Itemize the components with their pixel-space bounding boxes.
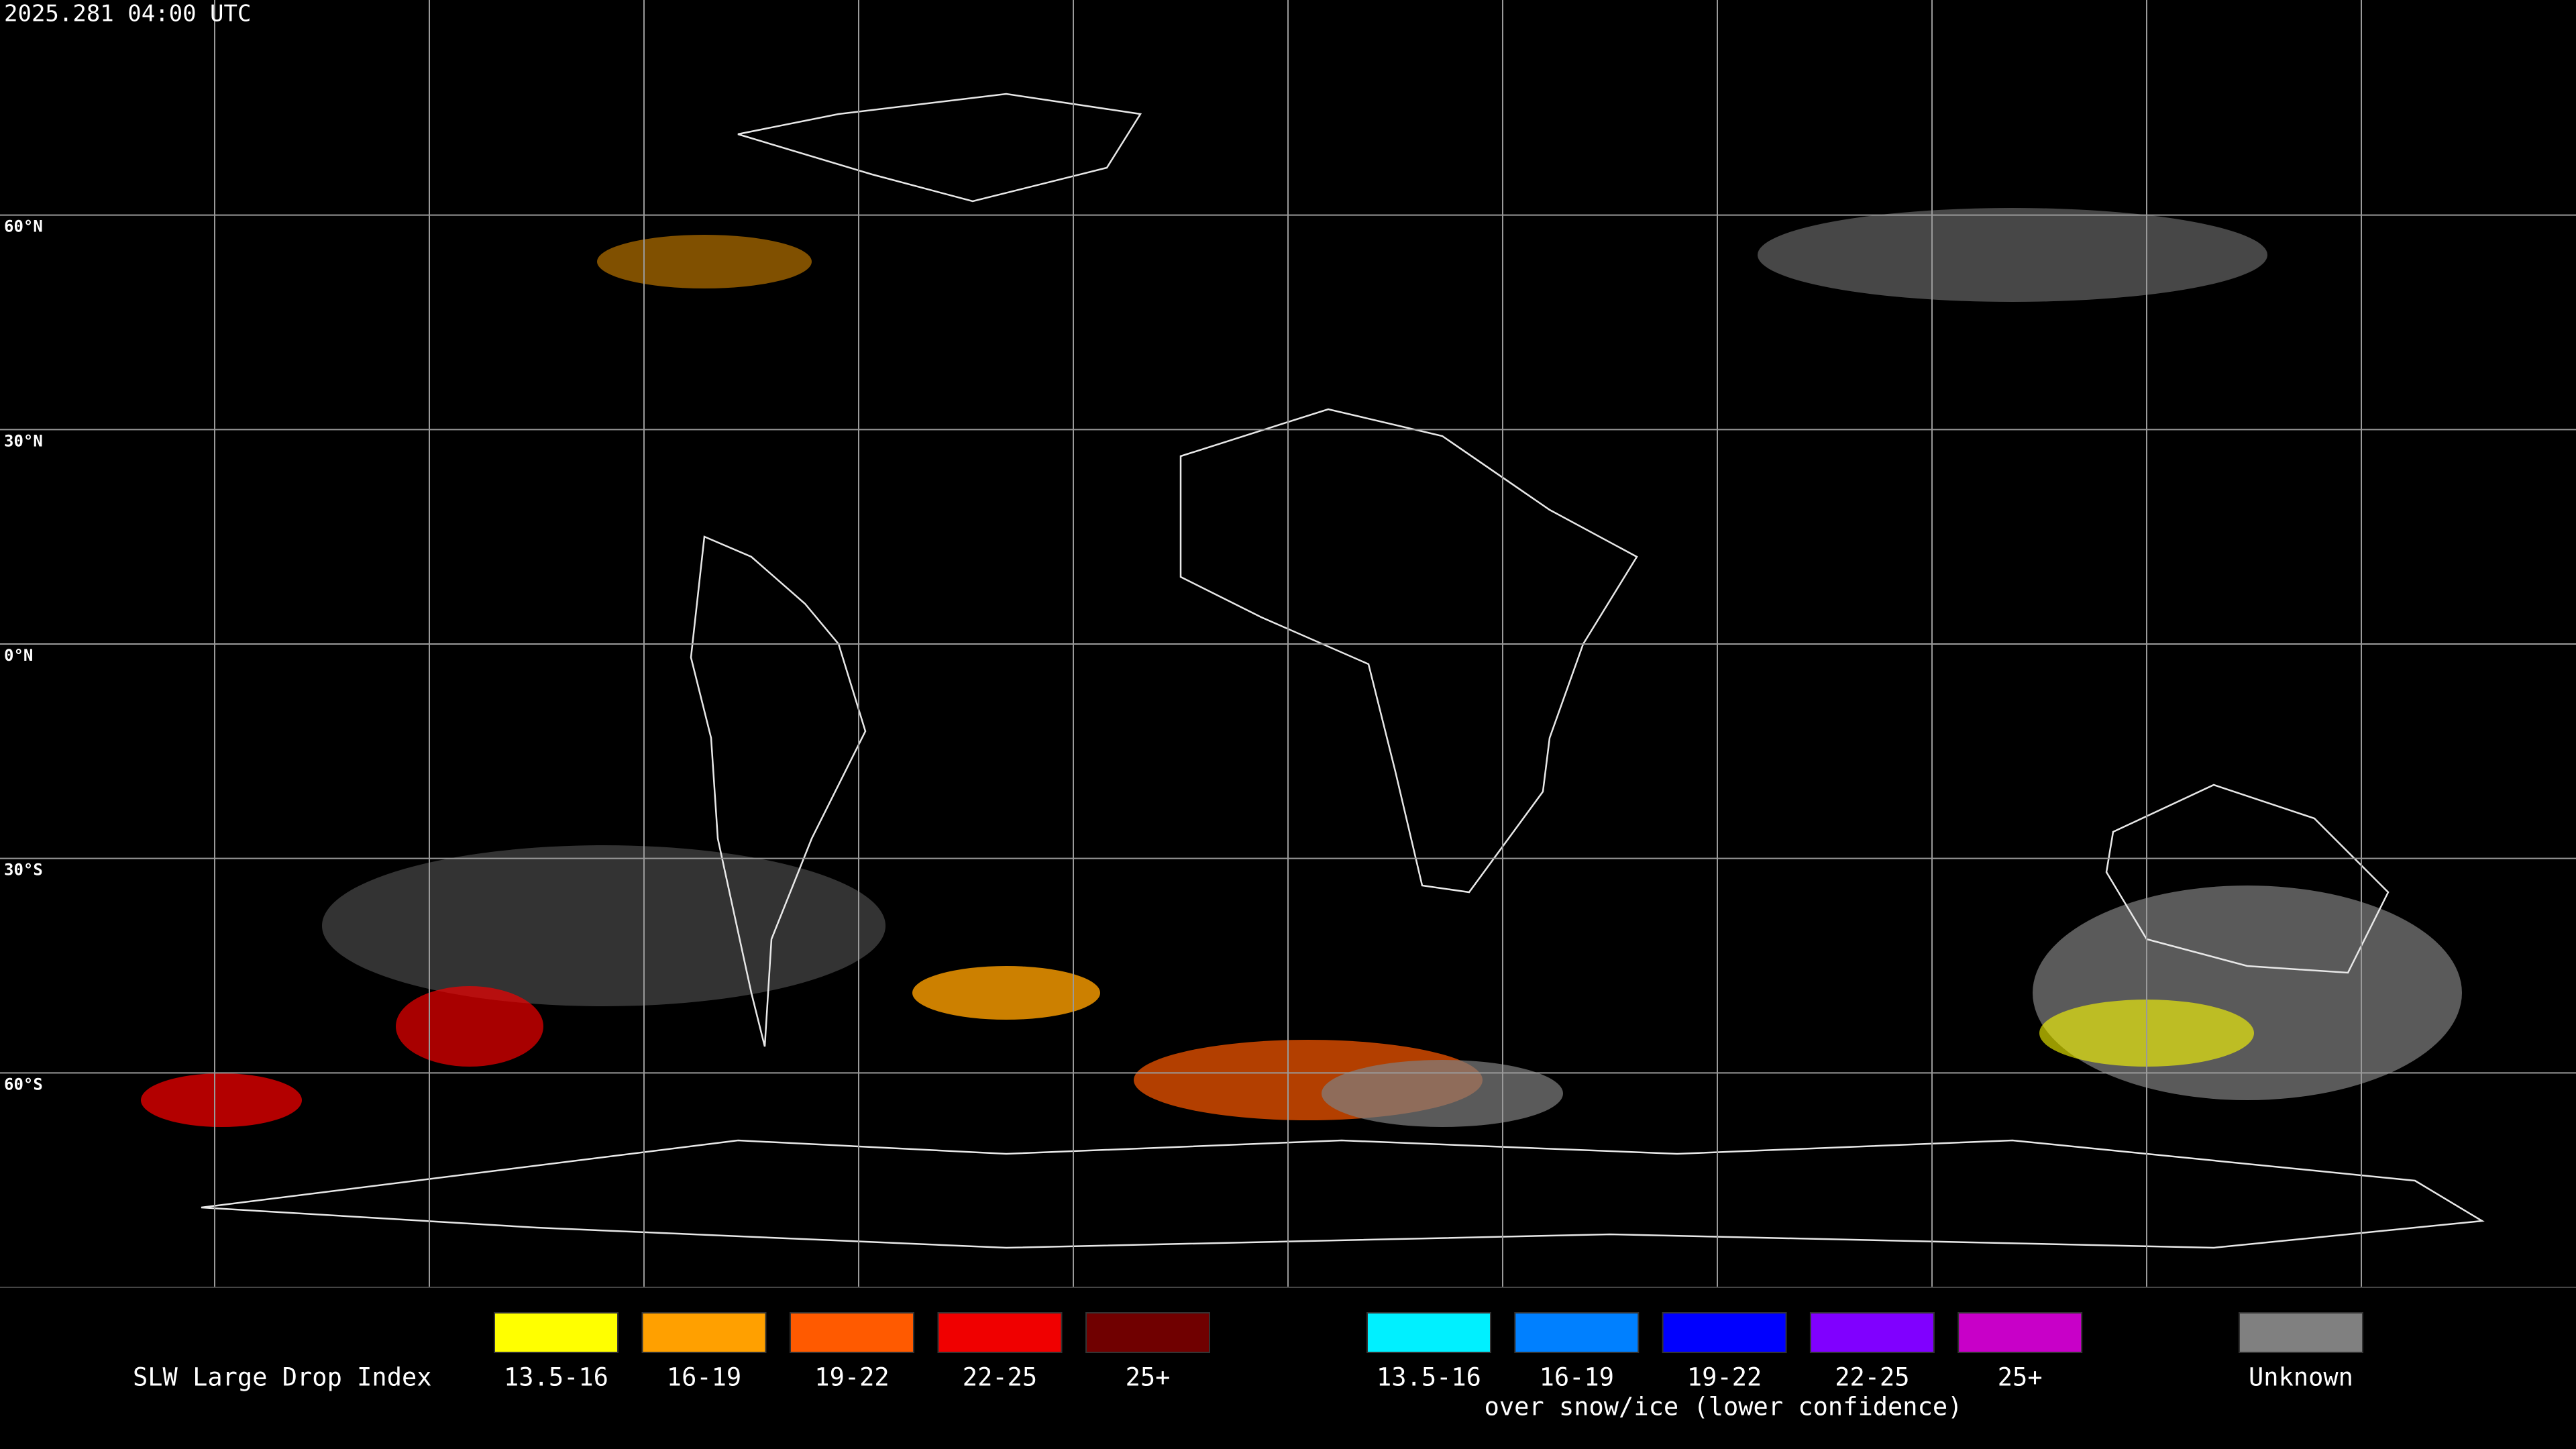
coastline — [690, 535, 867, 1047]
cloud-area — [2033, 885, 2462, 1100]
slw-area — [141, 1073, 302, 1127]
legend-swatch — [1085, 1312, 1210, 1353]
legend-label: 19-22 — [814, 1363, 889, 1392]
coastline — [201, 1139, 2485, 1249]
lat-label: 30°S — [4, 861, 43, 879]
legend-swatch — [790, 1312, 914, 1353]
cloud-area — [1322, 1060, 1563, 1127]
cloud-area — [322, 845, 885, 1006]
legend-swatch — [937, 1312, 1063, 1353]
legend-label: 25+ — [1998, 1363, 2043, 1392]
legend-divider — [0, 1287, 2576, 1288]
lat-label: 60°S — [4, 1075, 43, 1093]
slw-area — [396, 986, 543, 1067]
legend-label: 16-19 — [667, 1363, 741, 1392]
lat-label: 0°N — [4, 646, 33, 665]
slw-area — [597, 235, 812, 288]
lat-label: 60°N — [4, 217, 43, 236]
legend-swatch — [1662, 1312, 1787, 1353]
legend-label: 19-22 — [1687, 1363, 1762, 1392]
snow-note: over snow/ice (lower confidence) — [1485, 1393, 1963, 1421]
legend-title: SLW Large Drop Index — [133, 1363, 432, 1392]
legend-swatch — [1957, 1312, 2083, 1353]
legend-swatch — [1809, 1312, 1935, 1353]
legend-label: 13.5-16 — [504, 1363, 608, 1392]
timestamp: 2025.281 04:00 UTC — [4, 1, 251, 28]
legend-label: 22-25 — [1835, 1363, 1909, 1392]
graticule — [0, 0, 2576, 1287]
legend-label: Unknown — [2249, 1363, 2353, 1392]
legend-swatch — [1366, 1312, 1491, 1353]
legend-swatch — [1514, 1312, 1640, 1353]
legend-label: 16-19 — [1540, 1363, 1614, 1392]
cloud-area — [1758, 208, 2267, 302]
slw-area — [912, 966, 1100, 1020]
legend-swatch — [641, 1312, 767, 1353]
coastline — [1179, 408, 1638, 894]
coastline — [2105, 784, 2390, 974]
legend-swatch — [494, 1312, 619, 1353]
legend-label: 22-25 — [963, 1363, 1037, 1392]
legend-label: 13.5-16 — [1377, 1363, 1481, 1392]
coastline — [737, 93, 1142, 203]
legend-swatch — [2239, 1312, 2363, 1353]
legend-label: 25+ — [1126, 1363, 1171, 1392]
lat-label: 30°N — [4, 431, 43, 450]
